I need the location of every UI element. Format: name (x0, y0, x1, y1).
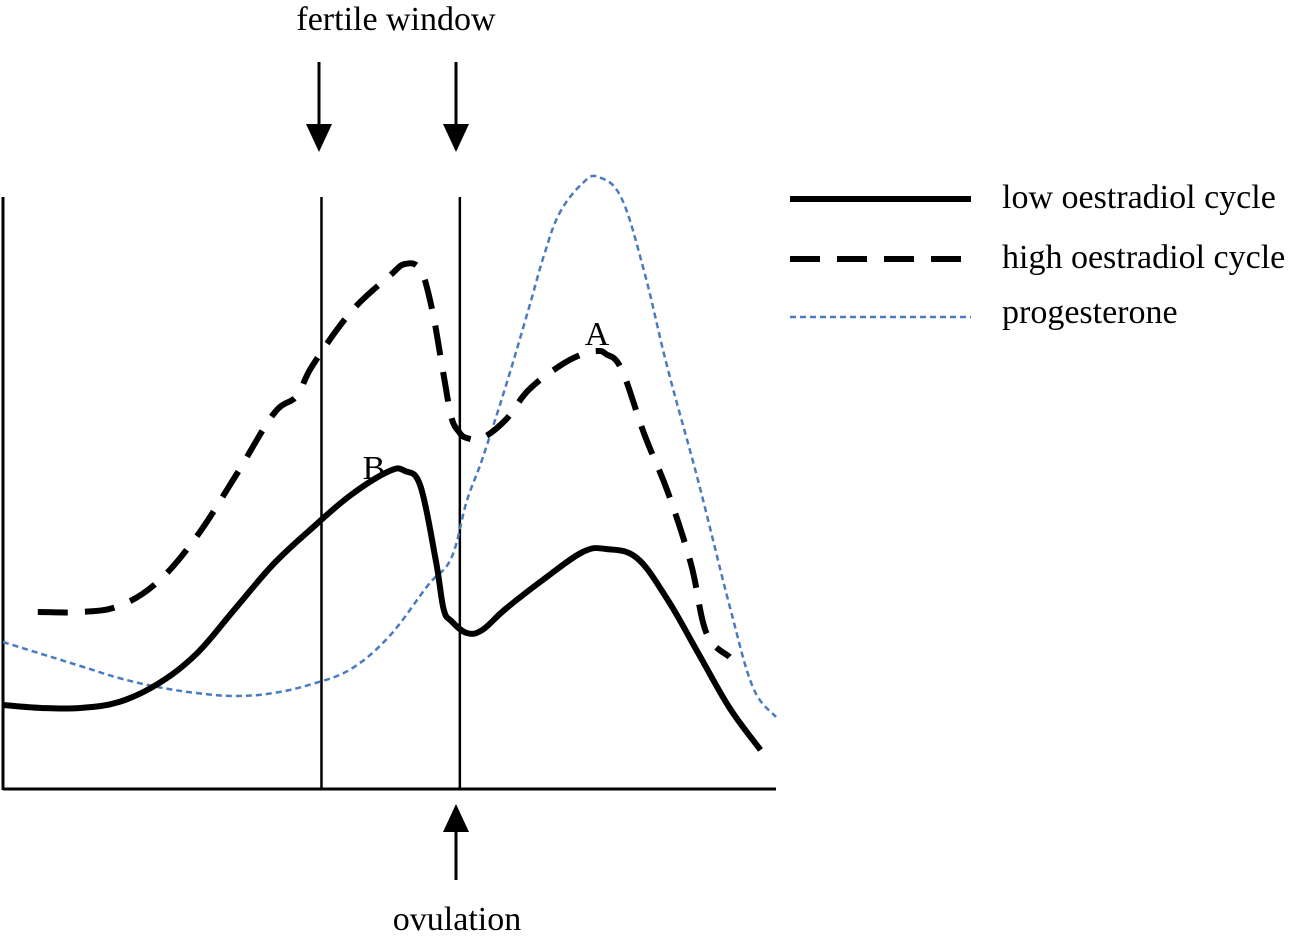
annotation-a: A (585, 316, 610, 353)
annotation-b: B (363, 450, 386, 487)
progesterone-line (2, 174, 777, 718)
fertile-window-label: fertile window (296, 1, 496, 38)
ovulation-label: ovulation (393, 901, 521, 938)
legend-high-label: high oestradiol cycle (1002, 239, 1285, 276)
high-oestradiol-line (37, 260, 732, 660)
legend: low oestradiol cycle high oestradiol cyc… (790, 179, 1285, 331)
legend-progesterone-label: progesterone (1002, 294, 1178, 331)
ovulation-arrow (443, 804, 469, 880)
low-oestradiol-line (2, 465, 763, 752)
fertile-window-left-arrow (306, 62, 332, 152)
legend-low-label: low oestradiol cycle (1002, 179, 1276, 216)
fertile-window-right-arrow (443, 62, 469, 152)
